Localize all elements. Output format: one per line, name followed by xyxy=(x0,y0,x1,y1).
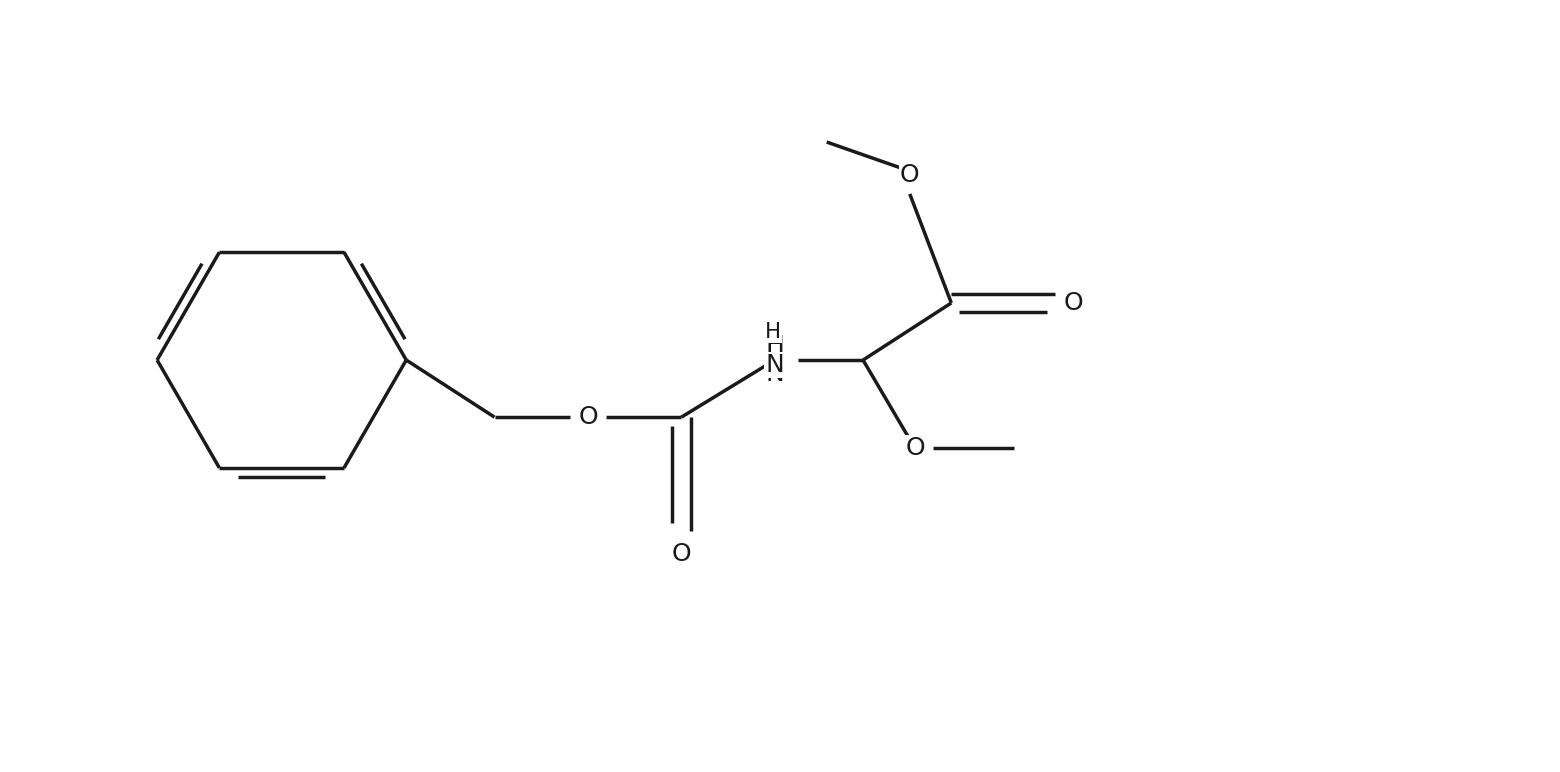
Text: N: N xyxy=(766,354,785,378)
Text: O: O xyxy=(900,163,919,188)
Text: O: O xyxy=(905,436,925,460)
Text: H
N: H N xyxy=(766,334,785,386)
Text: O: O xyxy=(579,405,597,429)
Text: H: H xyxy=(764,323,782,343)
Text: O: O xyxy=(1064,291,1084,315)
Text: O: O xyxy=(671,542,691,566)
